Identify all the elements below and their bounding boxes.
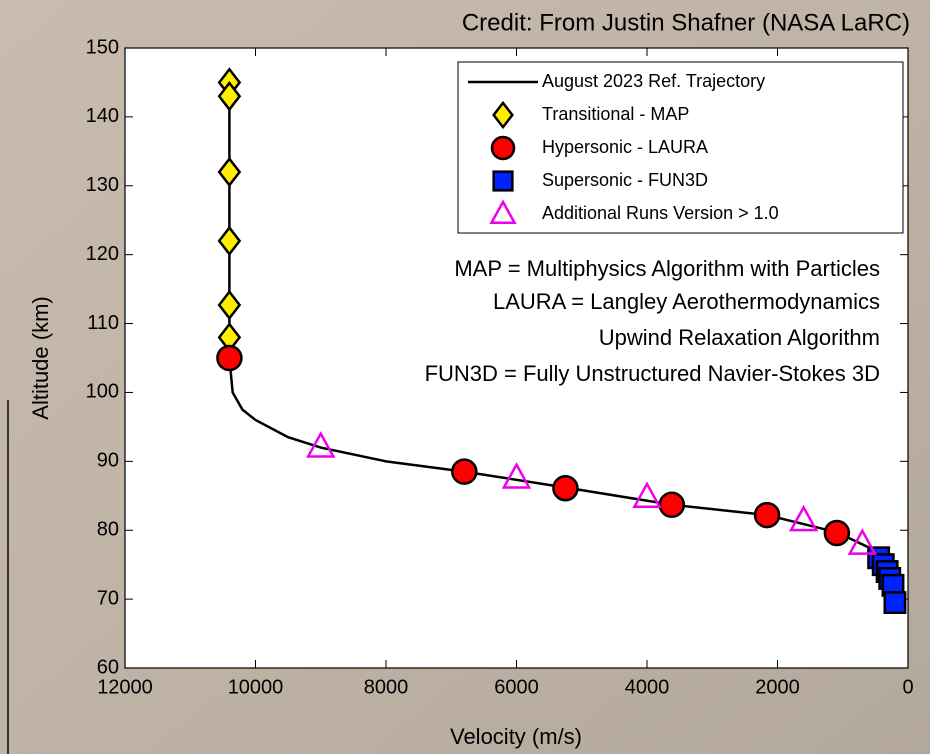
marker-circle	[658, 491, 686, 518]
x-axis-label: Velocity (m/s)	[450, 724, 582, 749]
legend-marker	[492, 170, 514, 192]
marker-diamond	[217, 80, 242, 112]
annotation: Upwind Relaxation Algorithm	[599, 325, 880, 350]
legend-label: August 2023 Ref. Trajectory	[542, 71, 765, 91]
marker-circle	[451, 458, 478, 485]
x-tick-label: 6000	[494, 676, 539, 698]
marker-circle	[753, 501, 781, 529]
y-tick-label: 120	[86, 243, 119, 265]
marker-circle	[823, 519, 851, 547]
y-tick-label: 70	[97, 587, 119, 609]
marker-diamond	[217, 225, 242, 257]
marker-diamond	[217, 289, 242, 321]
y-tick-label: 100	[86, 381, 119, 403]
y-tick-label: 60	[97, 656, 119, 678]
y-tick-label: 150	[86, 36, 119, 58]
legend-marker	[489, 199, 517, 225]
x-tick-label: 0	[902, 676, 913, 698]
marker-triangle	[788, 504, 819, 532]
marker-triangle	[306, 431, 336, 458]
annotation: LAURA = Langley Aerothermodynamics	[493, 289, 880, 314]
annotation: FUN3D = Fully Unstructured Navier-Stokes…	[425, 361, 880, 386]
marker-triangle	[632, 481, 662, 509]
legend-label: Hypersonic - LAURA	[542, 137, 708, 157]
legend-marker	[492, 100, 514, 130]
marker-circle	[216, 344, 243, 372]
y-tick-label: 140	[86, 105, 119, 127]
y-tick-label: 80	[97, 519, 119, 541]
marker-triangle	[847, 528, 878, 555]
marker-square	[883, 591, 907, 615]
y-tick-label: 130	[86, 174, 119, 196]
y-axis-label: Altitude (km)	[28, 296, 53, 419]
x-tick-label: 8000	[364, 676, 409, 698]
legend-label: Supersonic - FUN3D	[542, 170, 708, 190]
marker-triangle	[501, 462, 532, 489]
y-tick-label: 90	[97, 450, 119, 472]
legend-label: Additional Runs Version > 1.0	[542, 203, 779, 223]
credit: Credit: From Justin Shafner (NASA LaRC)	[462, 9, 910, 36]
x-tick-label: 4000	[625, 676, 670, 698]
legend-marker	[490, 135, 516, 161]
x-tick-label: 2000	[755, 676, 800, 698]
annotation: MAP = Multiphysics Algorithm with Partic…	[454, 256, 880, 281]
plot-frame	[124, 47, 909, 669]
legend-box	[457, 61, 904, 234]
legend-label: Transitional - MAP	[542, 104, 689, 124]
marker-diamond	[217, 156, 242, 188]
x-tick-label: 12000	[97, 676, 153, 698]
x-tick-label: 10000	[228, 676, 284, 698]
y-tick-label: 110	[87, 312, 119, 334]
marker-circle	[552, 474, 579, 502]
